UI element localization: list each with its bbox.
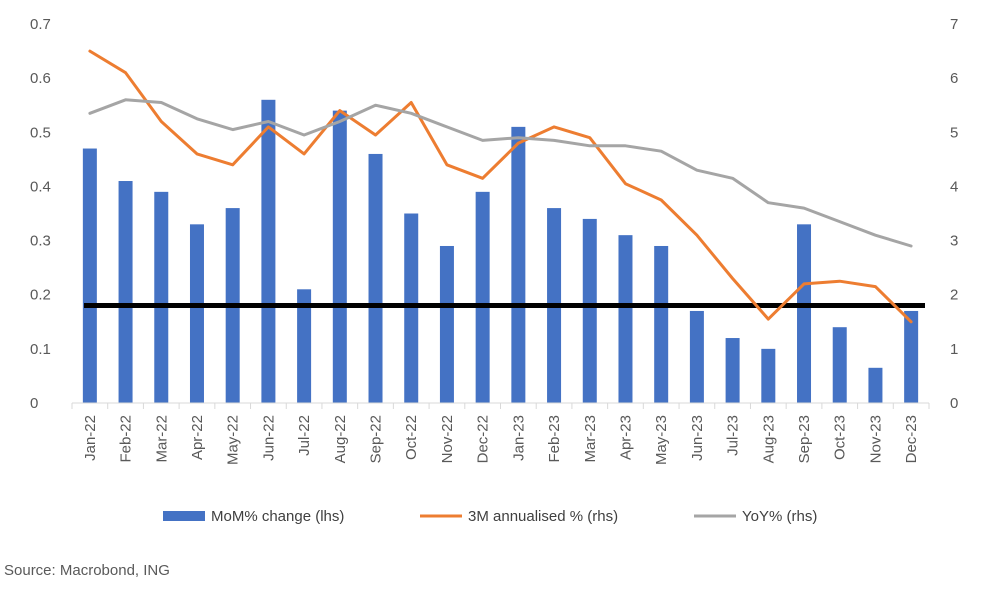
x-tick-label: Feb-22 [118,415,135,463]
chart: Jan-22 Feb-22 Mar-22 Apr-22 May-22 Jun-22 Jul-… [30,16,958,525]
bar [618,235,633,403]
x-tick-label: May-22 [225,415,242,465]
y-right-tick-label: 7 [950,16,958,33]
y-right-tick-label: 2 [950,287,958,304]
legend: MoM% change (lhs) 3M annualised % (rhs) Yo… [163,508,817,525]
bar [404,213,419,403]
x-tick-label: Apr-23 [617,415,634,460]
y-right-tick-label: 3 [950,233,958,250]
source-note: Source: Macrobond, ING [4,562,170,579]
x-tick-label: Nov-22 [439,415,456,463]
x-tick-label: Jul-22 [296,415,313,456]
legend-label: YoY% (rhs) [742,508,817,525]
x-tick-label: Mar-22 [153,415,170,463]
legend-swatch [163,511,205,521]
bar [832,327,847,403]
y-left-tick-label: 0.6 [30,70,51,87]
x-tick-label: Aug-23 [760,415,777,463]
x-tick-label: Jan-22 [82,415,99,461]
y-right-tick-label: 1 [950,341,958,358]
bar [582,218,597,403]
y-right-tick-label: 5 [950,124,958,141]
x-tick-label: Mar-23 [582,415,599,463]
x-tick-label: Oct-22 [403,415,420,460]
x-tick-label: May-23 [653,415,670,465]
line-series [88,49,913,324]
x-tick-label: Nov-23 [867,415,884,463]
x-tick-label: Jan-23 [510,415,527,461]
x-tick-label: Sep-22 [368,415,385,463]
bar [761,348,776,403]
bar [439,245,454,403]
y-right-tick-label: 0 [950,395,958,412]
bar [118,181,133,403]
y-left-tick-label: 0.2 [30,287,51,304]
bar [82,148,97,403]
bar [154,191,169,403]
x-tick-label: Oct-23 [832,415,849,460]
bar [689,310,704,403]
x-tick-label: Apr-22 [189,415,206,460]
x-tick-label: Dec-22 [475,415,492,463]
bar [654,245,669,403]
bar [868,367,883,403]
bar [725,338,740,403]
y-right-tick-label: 4 [950,178,958,195]
series-line [88,49,913,324]
x-tick-label: Feb-23 [546,415,563,463]
y-left-tick-label: 0.3 [30,233,51,250]
bar [332,110,347,403]
bar [797,224,812,403]
x-tick-label: Sep-23 [796,415,813,463]
axes: Jan-22 Feb-22 Mar-22 Apr-22 May-22 Jun-22 Jul-… [30,16,958,465]
bar-series [82,99,919,404]
y-left-tick-label: 0.1 [30,341,51,358]
series-line [88,98,913,248]
bar [368,153,383,403]
bar [297,289,312,403]
y-left-tick-label: 0 [30,395,38,412]
bar [475,191,490,403]
legend-label: MoM% change (lhs) [211,508,344,525]
legend-label: 3M annualised % (rhs) [468,508,618,525]
bar [261,99,276,404]
y-left-tick-label: 0.7 [30,16,51,33]
y-right-tick-label: 6 [950,70,958,87]
x-tick-label: Jul-23 [725,415,742,456]
y-left-tick-label: 0.4 [30,178,51,195]
x-tick-label: Dec-23 [903,415,920,463]
x-tick-label: Jun-22 [260,415,277,461]
x-tick-label: Jun-23 [689,415,706,461]
bar [904,310,919,403]
bar [511,126,526,403]
x-tick-label: Aug-22 [332,415,349,463]
y-left-tick-label: 0.5 [30,124,51,141]
bar [189,224,204,403]
